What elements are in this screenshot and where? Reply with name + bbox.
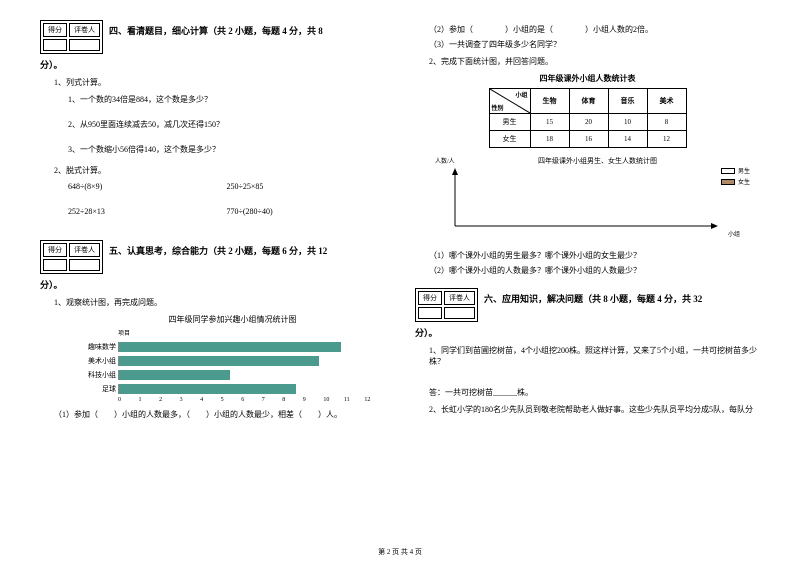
bar-fill [119, 356, 319, 366]
expr1b: 250÷25×85 [227, 182, 386, 191]
q6-2: 2、长虹小学的180名少先队员到敬老院帮助老人做好事。这些少先队员平均分成5队，… [429, 404, 760, 415]
y-label: 人数/人 [435, 156, 455, 165]
expr1a: 648÷(8×9) [68, 182, 227, 191]
sec4-suffix: 分）。 [40, 58, 385, 71]
chart1-title: 四年级同学参加兴趣小组情况统计图 [80, 314, 385, 325]
bar-row: 趣味数学 [80, 341, 385, 353]
sec6-suffix: 分）。 [415, 326, 760, 339]
bar-label: 趣味数学 [80, 342, 118, 352]
diag-top: 小组 [515, 90, 527, 99]
q5-1-sub: （1）参加（ ）小组的人数最多，（ ）小组的人数最少，相差（ ）人。 [54, 409, 385, 420]
q4-1-2: 2、从950里面连续减去50，减几次还得150？ [68, 119, 385, 130]
q4-1-1: 1、一个数的34倍是884，这个数是多少？ [68, 94, 385, 105]
chart2: 人数/人 四年级课外小组男生、女生人数统计图 小组 男生 女生 [435, 156, 760, 246]
q5-2-1: （1）哪个课外小组的男生最多？哪个课外小组的女生最少？ [429, 250, 760, 261]
page-footer: 第 2 页 共 4 页 [0, 547, 800, 557]
q5-2: 2、完成下面统计图，并回答问题。 [429, 56, 760, 67]
sec5-title: 五、认真思考，综合能力（共 2 小题，每题 6 分，共 12 [109, 244, 327, 257]
expr2a: 252÷28×13 [68, 207, 227, 216]
col-3: 美术 [647, 89, 686, 114]
q6-1-ans: 答：一共可挖树苗______株。 [429, 387, 760, 398]
diag-cell: 小组 性别 [490, 89, 530, 113]
score-h2: 评卷人 [69, 23, 100, 37]
sec4-title: 四、看清题目，细心计算（共 2 小题，每题 4 分，共 8 [109, 24, 323, 37]
expr2b: 770÷(280÷40) [227, 207, 386, 216]
score-box-6: 得分评卷人 [415, 288, 478, 322]
r-sub3: （3）一共调查了四年级多少名同学？ [429, 39, 760, 50]
legend-girl-swatch [721, 179, 735, 185]
sec5-suffix: 分）。 [40, 278, 385, 291]
bar-row: 科技小组 [80, 369, 385, 381]
chart1: 四年级同学参加兴趣小组情况统计图 项目 趣味数学美术小组科技小组足球 01234… [80, 314, 385, 403]
bar-label: 足球 [80, 384, 118, 394]
col-2: 音乐 [608, 89, 647, 114]
x-label: 小组 [728, 229, 740, 238]
q4-1: 1、列式计算。 [54, 77, 385, 88]
expr-row-1: 648÷(8×9) 250÷25×85 [68, 182, 385, 191]
stat-table: 小组 性别 生物 体育 音乐 美术 男生 15 20 10 8 女生 18 16 [489, 88, 687, 148]
legend-girl: 女生 [738, 177, 750, 186]
bar-row: 足球 [80, 383, 385, 395]
bar-row: 美术小组 [80, 355, 385, 367]
diag-bot: 性别 [492, 103, 504, 112]
q4-2: 2、脱式计算。 [54, 165, 385, 176]
q6-1: 1、同学们到苗圃挖树苗，4个小组挖200株。照这样计算，又来了5个小组，一共可挖… [429, 345, 760, 367]
bar-header: 项目 [118, 328, 385, 338]
col-1: 体育 [569, 89, 608, 114]
table-title: 四年级课外小组人数统计表 [415, 73, 760, 84]
axis-row: 0123456789101112 [118, 397, 385, 403]
bar-label: 美术小组 [80, 356, 118, 366]
chart2-title: 四年级课外小组男生、女生人数统计图 [435, 156, 760, 166]
score-box-4: 得分评卷人 [40, 20, 103, 54]
legend-boy: 男生 [738, 166, 750, 175]
sec6-title: 六、应用知识，解决问题（共 8 小题，每题 4 分，共 32 [484, 292, 702, 305]
q4-1-3: 3、一个数缩小56倍得140，这个数是多少？ [68, 144, 385, 155]
col-0: 生物 [530, 89, 569, 114]
bar-fill [119, 342, 341, 352]
r-sub2: （2）参加（ ）小组的是（ ）小组人数的2倍。 [429, 24, 760, 35]
bar-label: 科技小组 [80, 370, 118, 380]
bar-fill [119, 370, 230, 380]
expr-row-2: 252÷28×13 770÷(280÷40) [68, 207, 385, 216]
bar-fill [119, 384, 296, 394]
left-column: 得分评卷人 四、看清题目，细心计算（共 2 小题，每题 4 分，共 8 分）。 … [40, 20, 385, 421]
legend: 男生 女生 [721, 166, 750, 188]
legend-boy-swatch [721, 168, 735, 174]
table-row: 男生 15 20 10 8 [489, 114, 686, 131]
q5-1: 1、观察统计图，再完成问题。 [54, 297, 385, 308]
right-column: （2）参加（ ）小组的是（ ）小组人数的2倍。 （3）一共调查了四年级多少名同学… [415, 20, 760, 421]
score-box-5: 得分评卷人 [40, 240, 103, 274]
q5-2-2: （2）哪个课外小组的人数最多？哪个课外小组的人数最少？ [429, 265, 760, 276]
table-row: 女生 18 16 14 12 [489, 131, 686, 148]
score-h1: 得分 [43, 23, 67, 37]
